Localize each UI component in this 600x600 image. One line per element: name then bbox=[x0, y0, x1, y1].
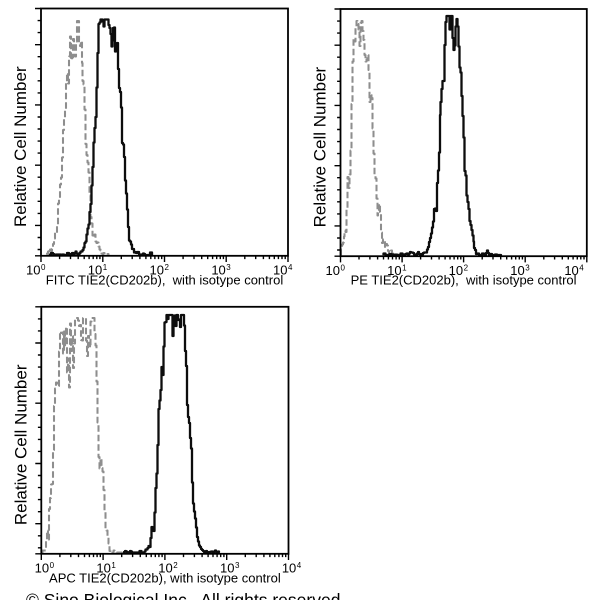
svg-text:10: 10 bbox=[273, 263, 287, 278]
svg-text:4: 4 bbox=[579, 264, 584, 273]
svg-text:4: 4 bbox=[297, 561, 302, 570]
svg-text:10: 10 bbox=[150, 263, 164, 278]
svg-text:FITC TIE2(CD202b), with isoty: FITC TIE2(CD202b), with isotype control bbox=[46, 272, 284, 287]
svg-text:10: 10 bbox=[96, 561, 110, 576]
svg-text:2: 2 bbox=[464, 264, 469, 273]
svg-text:4: 4 bbox=[288, 263, 293, 272]
svg-text:0: 0 bbox=[341, 264, 346, 273]
svg-text:1: 1 bbox=[402, 264, 407, 273]
svg-text:10: 10 bbox=[282, 561, 296, 576]
svg-text:10: 10 bbox=[211, 263, 225, 278]
svg-text:3: 3 bbox=[235, 561, 240, 570]
svg-text:10: 10 bbox=[564, 263, 578, 278]
svg-text:0: 0 bbox=[41, 263, 46, 272]
svg-text:1: 1 bbox=[111, 561, 116, 570]
svg-text:3: 3 bbox=[226, 263, 231, 272]
svg-text:APC TIE2(CD202b), with isotype: APC TIE2(CD202b), with isotype control bbox=[49, 570, 281, 585]
svg-text:0: 0 bbox=[50, 561, 55, 570]
svg-text:© Sino Biological Inc. All ri: © Sino Biological Inc. All rights reserv… bbox=[26, 590, 340, 600]
svg-text:Relative Cell Number: Relative Cell Number bbox=[11, 364, 30, 525]
svg-text:2: 2 bbox=[173, 561, 178, 570]
svg-text:10: 10 bbox=[88, 263, 102, 278]
svg-text:10: 10 bbox=[158, 561, 172, 576]
svg-text:10: 10 bbox=[387, 263, 401, 278]
svg-text:2: 2 bbox=[165, 263, 170, 272]
svg-text:10: 10 bbox=[35, 561, 49, 576]
svg-text:10: 10 bbox=[26, 263, 40, 278]
svg-text:1: 1 bbox=[103, 263, 108, 272]
svg-text:10: 10 bbox=[510, 263, 524, 278]
svg-text:3: 3 bbox=[525, 264, 530, 273]
svg-text:Relative Cell Number: Relative Cell Number bbox=[311, 66, 330, 227]
svg-text:Relative Cell Number: Relative Cell Number bbox=[11, 66, 30, 227]
svg-text:10: 10 bbox=[220, 561, 234, 576]
svg-text:10: 10 bbox=[326, 263, 340, 278]
svg-text:PE TIE2(CD202b), with isotype: PE TIE2(CD202b), with isotype control bbox=[351, 273, 577, 288]
svg-text:10: 10 bbox=[449, 263, 463, 278]
